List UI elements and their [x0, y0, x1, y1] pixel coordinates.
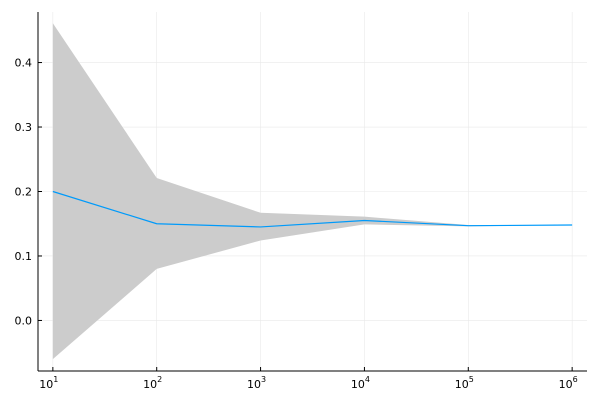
x-tick-labels: 101 102 103 104 105 106 [39, 375, 577, 391]
series-line-path-0 [52, 190, 573, 228]
y-tick-label-3: 0.3 [15, 121, 33, 134]
x-tick-label-3: 104 [351, 375, 370, 391]
grid-lines [38, 12, 587, 371]
confidence-band [52, 23, 573, 360]
y-tick-labels: 0.0 0.1 0.2 0.3 0.4 [15, 57, 33, 328]
x-tick-label-5: 106 [559, 375, 578, 391]
x-tick-label-4: 105 [455, 375, 474, 391]
axes [37, 12, 587, 372]
y-tick-label-1: 0.1 [15, 250, 33, 263]
x-tick-label-2: 103 [247, 375, 266, 391]
confidence-band-area-0 [52, 23, 573, 360]
y-tick-label-0: 0.0 [15, 314, 33, 327]
x-tick-label-1: 102 [143, 375, 162, 391]
y-tick-label-4: 0.4 [15, 57, 33, 70]
x-tick-label-0: 101 [39, 375, 58, 391]
series-line [52, 190, 573, 228]
y-tick-label-2: 0.2 [15, 186, 33, 199]
